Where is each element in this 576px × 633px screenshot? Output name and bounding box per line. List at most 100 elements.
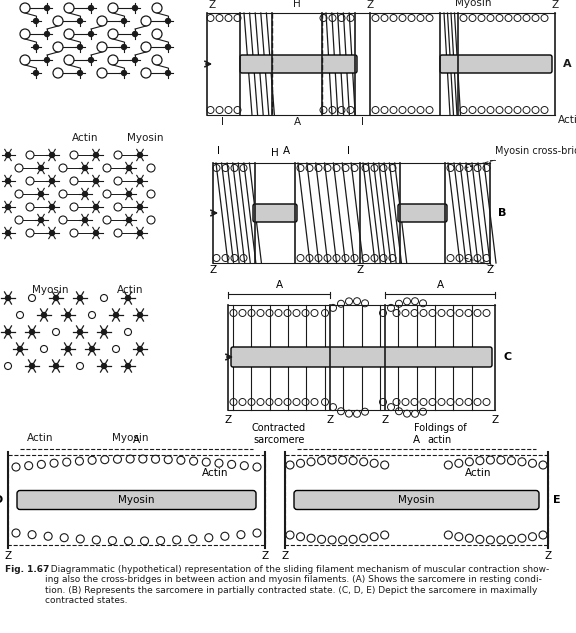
Circle shape	[17, 346, 22, 351]
Circle shape	[126, 296, 131, 301]
Text: Actin: Actin	[26, 433, 53, 443]
Circle shape	[138, 346, 142, 351]
Text: A: A	[563, 59, 571, 69]
Text: A: A	[132, 435, 139, 445]
Circle shape	[165, 70, 170, 75]
Text: Fig. 1.67: Fig. 1.67	[5, 565, 50, 574]
Circle shape	[138, 179, 142, 184]
Text: Myosin: Myosin	[112, 433, 148, 443]
Circle shape	[33, 44, 39, 49]
Circle shape	[122, 18, 127, 23]
Circle shape	[54, 363, 59, 368]
Text: Z: Z	[327, 415, 334, 425]
FancyBboxPatch shape	[231, 347, 492, 367]
Text: E: E	[553, 495, 560, 505]
Text: D: D	[0, 495, 3, 505]
FancyBboxPatch shape	[253, 204, 297, 222]
Circle shape	[138, 313, 142, 318]
Text: Z: Z	[357, 265, 363, 275]
Text: Z: Z	[282, 551, 289, 561]
Text: C: C	[503, 352, 511, 362]
Text: Myosin: Myosin	[398, 495, 434, 505]
Text: Actin: Actin	[558, 115, 576, 125]
Circle shape	[44, 58, 50, 63]
Circle shape	[89, 32, 93, 37]
Circle shape	[33, 18, 39, 23]
Text: Z: Z	[491, 415, 499, 425]
Text: H: H	[293, 0, 301, 9]
Circle shape	[101, 330, 107, 334]
Text: A: A	[282, 146, 290, 156]
Circle shape	[6, 204, 10, 210]
Text: A: A	[437, 280, 444, 290]
Circle shape	[138, 230, 142, 235]
Circle shape	[101, 363, 107, 368]
Circle shape	[127, 192, 131, 196]
Text: Myosin: Myosin	[32, 285, 68, 295]
Circle shape	[138, 153, 142, 158]
Text: Z: Z	[381, 415, 389, 425]
Text: Myosin: Myosin	[127, 133, 163, 143]
Circle shape	[50, 153, 55, 158]
Text: I: I	[361, 117, 363, 127]
Circle shape	[127, 165, 131, 170]
Circle shape	[113, 313, 119, 318]
Circle shape	[93, 230, 98, 235]
Text: A: A	[412, 435, 419, 445]
Text: A: A	[275, 280, 283, 290]
Text: Diagrammatic (hypothetical) representation of the sliding filament mechanism of : Diagrammatic (hypothetical) representati…	[45, 565, 550, 605]
Text: Actin: Actin	[465, 468, 491, 478]
Circle shape	[33, 70, 39, 75]
Circle shape	[50, 179, 55, 184]
FancyBboxPatch shape	[294, 491, 539, 510]
Circle shape	[122, 70, 127, 75]
Circle shape	[165, 18, 170, 23]
Text: I: I	[222, 117, 225, 127]
Circle shape	[39, 165, 44, 170]
Text: Myosin cross-bridges: Myosin cross-bridges	[495, 146, 576, 156]
Circle shape	[29, 330, 35, 334]
Circle shape	[82, 165, 88, 170]
Circle shape	[132, 6, 138, 11]
Circle shape	[165, 44, 170, 49]
Text: Z: Z	[544, 551, 552, 561]
Text: Z: Z	[209, 0, 215, 10]
Circle shape	[93, 179, 98, 184]
FancyBboxPatch shape	[240, 55, 357, 73]
Circle shape	[78, 70, 82, 75]
Circle shape	[6, 179, 10, 184]
Circle shape	[78, 330, 82, 334]
Circle shape	[138, 204, 142, 210]
Circle shape	[132, 32, 138, 37]
Circle shape	[44, 6, 50, 11]
Text: Myosin: Myosin	[455, 0, 491, 8]
Circle shape	[6, 230, 10, 235]
Circle shape	[39, 192, 44, 196]
Circle shape	[127, 218, 131, 223]
Text: Contracted
sarcomere: Contracted sarcomere	[252, 423, 306, 444]
Circle shape	[50, 204, 55, 210]
Circle shape	[6, 330, 10, 334]
Circle shape	[89, 58, 93, 63]
Circle shape	[66, 313, 70, 318]
Text: Foldings of
actin: Foldings of actin	[414, 423, 467, 444]
Text: Actin: Actin	[117, 285, 143, 295]
Circle shape	[54, 296, 59, 301]
FancyBboxPatch shape	[398, 204, 447, 222]
Text: Z: Z	[262, 551, 268, 561]
FancyBboxPatch shape	[440, 55, 552, 73]
Circle shape	[82, 192, 88, 196]
Text: I: I	[217, 146, 219, 156]
Circle shape	[39, 218, 44, 223]
Circle shape	[122, 44, 127, 49]
Circle shape	[41, 313, 47, 318]
Text: Z: Z	[5, 551, 12, 561]
Text: Z: Z	[551, 0, 559, 10]
Circle shape	[126, 363, 131, 368]
Circle shape	[6, 153, 10, 158]
Text: Z: Z	[366, 0, 374, 10]
Circle shape	[78, 44, 82, 49]
Circle shape	[132, 58, 138, 63]
Circle shape	[89, 346, 94, 351]
Text: A: A	[293, 117, 301, 127]
